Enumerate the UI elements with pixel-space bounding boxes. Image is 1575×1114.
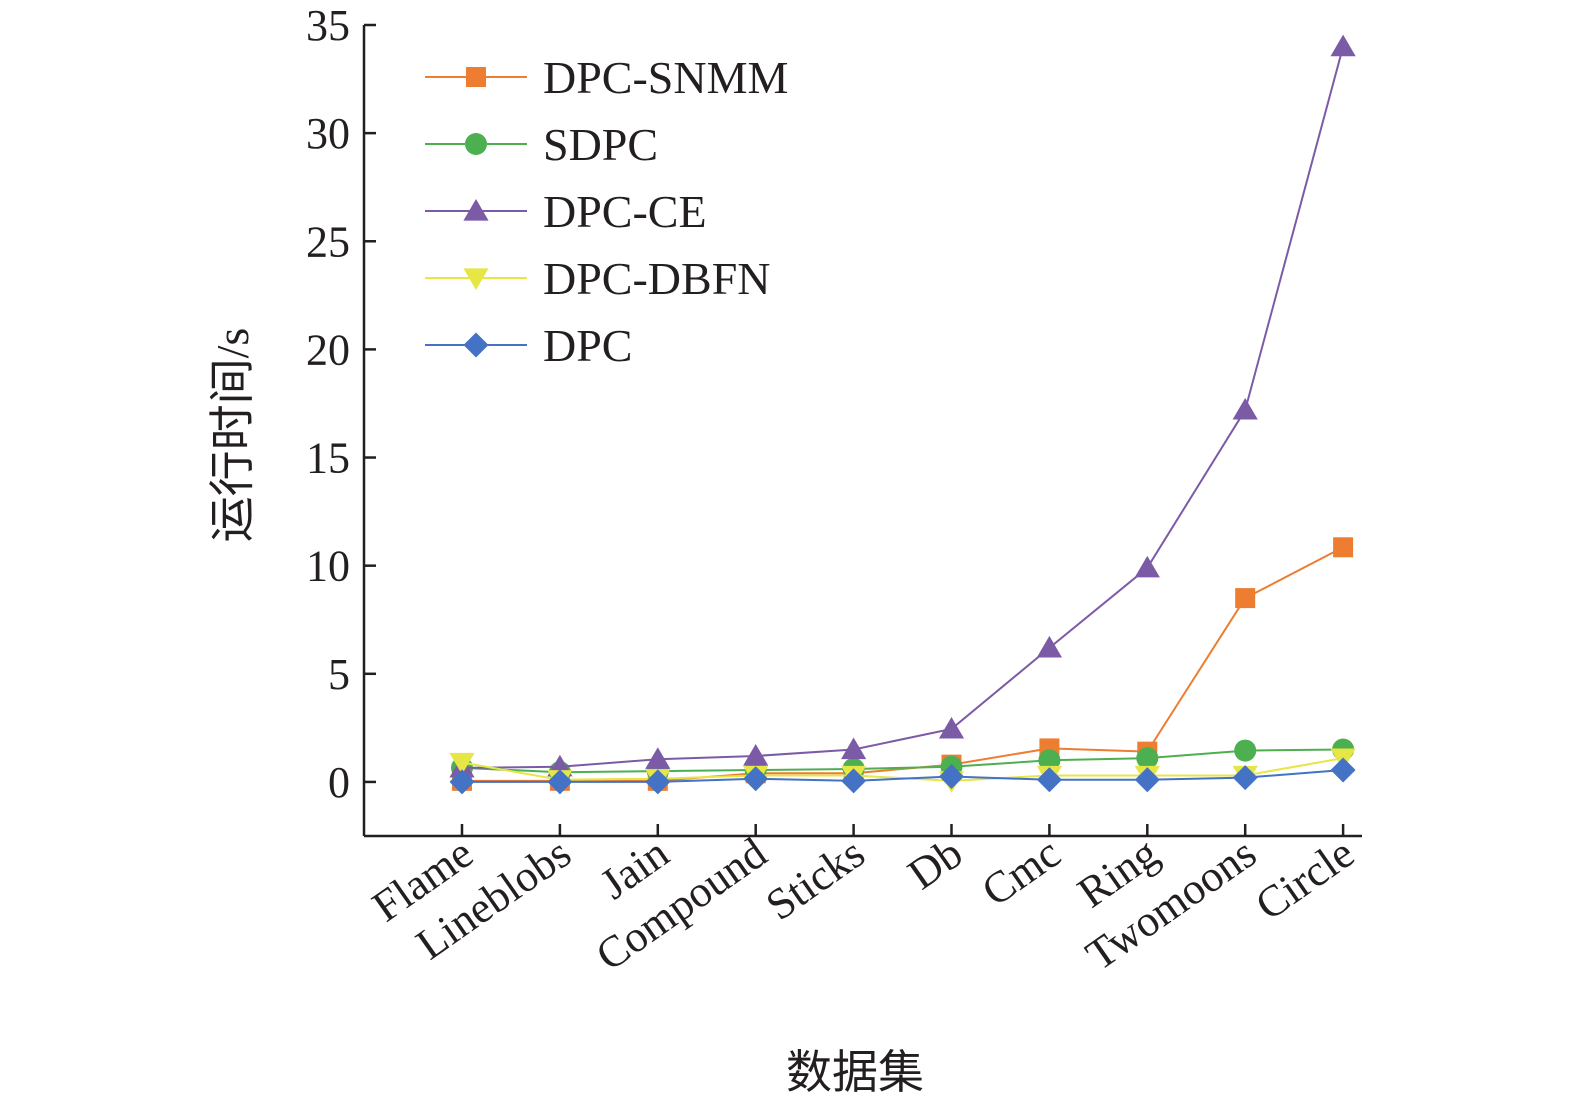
legend-marker	[463, 268, 489, 290]
legend-item: DPC-SNMM	[425, 52, 788, 103]
data-point	[841, 768, 867, 794]
legend-label: DPC-CE	[543, 186, 707, 237]
data-point	[1330, 757, 1356, 783]
y-tick-label: 10	[306, 542, 350, 591]
data-point	[1036, 635, 1062, 658]
data-point	[1330, 34, 1356, 57]
data-point	[449, 769, 475, 795]
y-axis-title: 运行时间/s	[207, 328, 258, 543]
series-layer	[449, 34, 1356, 795]
legend-label: DPC	[543, 320, 632, 371]
x-category-label: Circle	[1247, 828, 1363, 930]
legend-marker	[463, 332, 489, 358]
data-point	[743, 743, 769, 766]
legend-label: DPC-DBFN	[543, 253, 771, 304]
legend-marker	[466, 67, 486, 87]
data-point	[841, 737, 867, 760]
data-point	[939, 764, 964, 790]
y-tick-label: 20	[306, 325, 350, 374]
data-point	[645, 769, 671, 795]
series-line	[462, 769, 1344, 783]
legend-item: DPC	[425, 320, 632, 371]
data-point	[547, 769, 573, 795]
y-tick-label: 0	[328, 758, 350, 807]
y-tick-label: 35	[306, 1, 350, 50]
data-point	[743, 766, 769, 792]
legend-item: DPC-CE	[425, 186, 707, 237]
y-tick-label: 5	[328, 650, 350, 699]
data-point	[449, 752, 475, 775]
x-category-label: Cmc	[973, 828, 1069, 916]
legend-label: SDPC	[543, 119, 658, 170]
series-dpc	[449, 757, 1356, 795]
legend-marker	[463, 199, 489, 221]
x-category-label: Db	[899, 828, 971, 899]
legend-item: SDPC	[425, 119, 658, 170]
data-point	[645, 747, 671, 769]
data-point	[1234, 739, 1257, 762]
series-dpc-dbfn	[449, 748, 1356, 793]
series-sdpc	[451, 738, 1355, 784]
series-line	[461, 748, 1344, 774]
series-line	[461, 46, 1345, 769]
data-point	[1232, 397, 1258, 420]
legend-item: DPC-DBFN	[425, 253, 771, 304]
data-point	[1036, 767, 1062, 793]
x-axis-title: 数据集	[786, 1047, 924, 1098]
data-point	[1134, 767, 1160, 793]
data-point	[1333, 537, 1354, 558]
data-point	[938, 716, 965, 739]
legend-label: DPC-SNMM	[543, 52, 788, 103]
legend: DPC-SNMM SDPC DPC-CE DPC-DBFN DPC	[425, 52, 788, 371]
y-tick-label: 30	[306, 109, 350, 158]
legend-marker	[465, 133, 487, 155]
y-tick-label: 15	[306, 434, 350, 483]
data-point	[1235, 588, 1256, 609]
data-point	[1232, 765, 1258, 791]
x-category-label: Sticks	[757, 828, 873, 930]
y-tick-label: 25	[306, 217, 350, 266]
data-point	[1134, 555, 1160, 578]
data-point	[1136, 747, 1159, 770]
data-point	[1038, 749, 1061, 772]
series-line	[462, 546, 1344, 782]
